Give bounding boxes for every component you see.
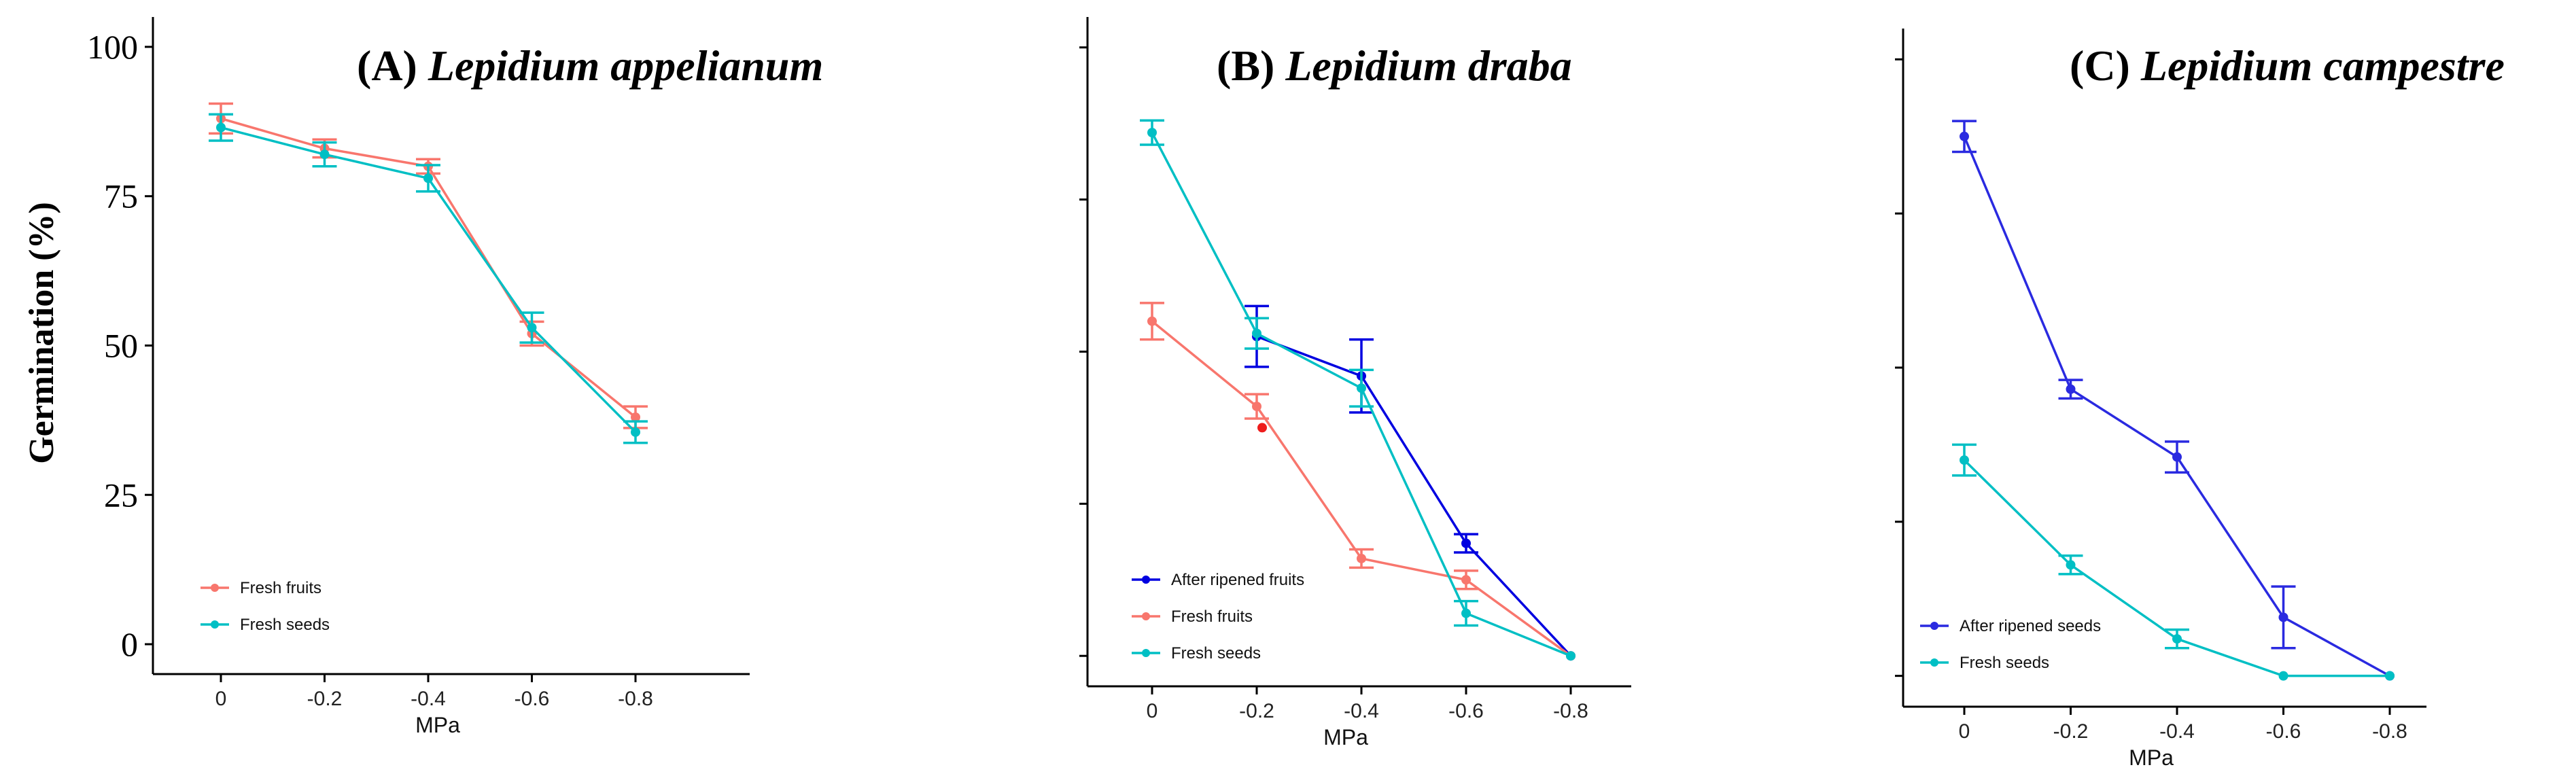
data-point (423, 173, 433, 183)
x-tick-label: -0.4 (1344, 700, 1379, 722)
panel-title-species: Lepidium draba (1285, 41, 1571, 90)
x-tick-label: 0 (1147, 700, 1158, 722)
series-after-ripened-fruits (1245, 304, 1576, 661)
panel-c: 0 -0.2 -0.4 -0.6 -0.8 MPa (C) Lepidium campest… (1895, 29, 2505, 770)
legend-label: Fresh seeds (240, 616, 330, 634)
data-point (2278, 612, 2288, 622)
series-fresh-seeds (1952, 443, 2395, 681)
data-point (1147, 128, 1157, 138)
data-point (527, 323, 537, 333)
data-point (1357, 383, 1366, 393)
legend-label: Fresh seeds (1960, 654, 2049, 672)
legend: After ripened fruits Fresh fruits Fresh se… (1132, 571, 1304, 663)
x-tick-label: -0.8 (618, 688, 653, 710)
panel-a: 0 25 50 75 100 0 -0.2 -0.4 -0.6 -0.8 MPa (A) Lepidi… (87, 17, 823, 737)
data-point (2066, 560, 2076, 570)
legend-swatch-point (1930, 658, 1938, 667)
x-tick-label: -0.2 (2053, 720, 2089, 743)
data-point (216, 122, 226, 133)
outlier-point (1257, 423, 1267, 433)
panel-title-label: (B) (1217, 41, 1285, 90)
x-tick-label: 0 (215, 688, 227, 710)
data-point (1960, 131, 1969, 141)
y-tick-label: 25 (104, 476, 138, 514)
panel-title: (B) Lepidium draba (1217, 41, 1572, 90)
data-point (319, 149, 330, 160)
y-tick-label: 50 (104, 327, 138, 365)
legend-swatch-point (211, 620, 219, 629)
series-fresh-seeds (209, 113, 648, 444)
legend-swatch-point (1930, 622, 1938, 630)
data-point (2172, 452, 2182, 462)
y-tick-label: 0 (121, 625, 138, 663)
panel-title-species: Lepidium appelianum (428, 41, 823, 90)
x-tick-label: -0.4 (411, 688, 446, 710)
x-tick-label: -0.2 (307, 688, 343, 710)
data-point (1252, 402, 1261, 412)
panel-b: 0 -0.2 -0.4 -0.6 -0.8 MPa (B) Lepidium draba Af… (1079, 17, 1631, 749)
panel-title: (A) Lepidium appelianum (357, 41, 823, 90)
legend-swatch-point (1142, 649, 1150, 657)
x-tick-label: -0.2 (1239, 700, 1274, 722)
data-point (1357, 553, 1366, 563)
legend-swatch-point (211, 584, 219, 592)
legend-label: Fresh seeds (1171, 644, 1261, 663)
data-point (2278, 671, 2288, 681)
series-fresh-seeds (1140, 119, 1576, 661)
x-axis-label: MPa (415, 713, 460, 737)
x-tick-label: 0 (1959, 720, 1970, 743)
data-point (2385, 671, 2395, 681)
legend: Fresh fruits Fresh seeds (201, 579, 330, 634)
legend-label: After ripened fruits (1171, 571, 1304, 589)
legend-label: Fresh fruits (1171, 607, 1253, 626)
x-axis-label: MPa (2129, 745, 2174, 770)
data-point (1566, 651, 1576, 661)
panel-title-species: Lepidium campestre (2140, 41, 2505, 90)
legend: After ripened seeds Fresh seeds (1920, 617, 2101, 672)
legend-label: After ripened seeds (1960, 617, 2101, 635)
series-line (1256, 335, 1572, 657)
data-point (631, 427, 640, 437)
data-point (1461, 608, 1471, 618)
legend-swatch-point (1142, 612, 1150, 620)
data-point (2066, 384, 2076, 394)
x-tick-label: -0.8 (1553, 700, 1588, 722)
legend-swatch-point (1142, 576, 1150, 584)
x-tick-label: -0.8 (2372, 720, 2407, 743)
series-line (1963, 136, 2390, 677)
x-axis-label: MPa (1323, 725, 1368, 749)
data-point (631, 412, 640, 422)
y-tick-label: 75 (104, 177, 138, 215)
data-point (1461, 538, 1471, 548)
data-point (1461, 575, 1471, 585)
x-tick-label: -0.6 (515, 688, 550, 710)
panel-title: (C) Lepidium campestre (2070, 41, 2505, 90)
data-point (1960, 455, 1969, 465)
data-point (2172, 634, 2182, 644)
x-tick-label: -0.6 (2266, 720, 2301, 743)
y-tick-label: 100 (87, 28, 138, 66)
panel-title-label: (A) (357, 41, 428, 90)
x-tick-label: -0.6 (1448, 700, 1484, 722)
panel-title-label: (C) (2070, 41, 2141, 90)
legend-label: Fresh fruits (240, 579, 321, 597)
x-tick-label: -0.4 (2159, 720, 2195, 743)
data-point (1147, 316, 1157, 326)
series-after-ripened-seeds (1952, 120, 2395, 681)
data-point (1252, 328, 1261, 338)
y-axis-label: Germination (%) (22, 202, 61, 464)
